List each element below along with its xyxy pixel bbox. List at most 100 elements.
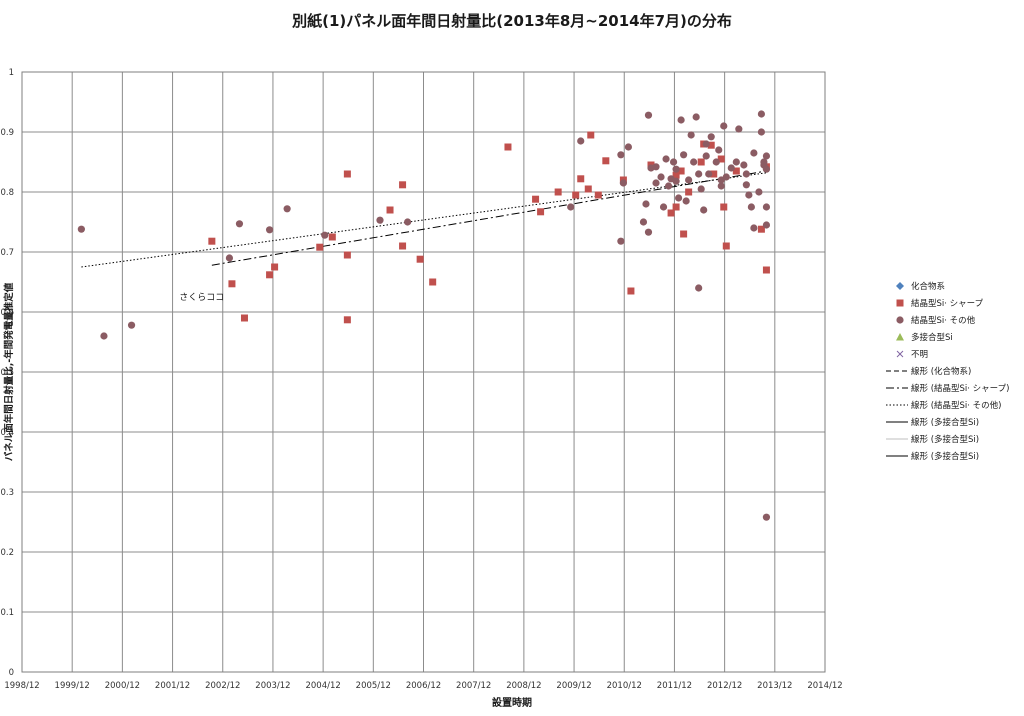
legend-label: 不明 xyxy=(911,350,929,360)
data-point xyxy=(577,137,585,145)
trendline xyxy=(211,170,767,266)
legend-label: 線形 (多接合型Si) xyxy=(911,418,980,428)
y-tick-label: 0.5 xyxy=(0,368,14,378)
data-point xyxy=(697,185,705,193)
data-point xyxy=(537,208,545,216)
data-point xyxy=(762,266,770,274)
legend-label: 多接合型Si xyxy=(911,333,953,343)
legend-symbol xyxy=(886,370,908,372)
data-point xyxy=(762,513,771,521)
data-point xyxy=(685,188,693,196)
data-point xyxy=(602,157,610,165)
data-point xyxy=(705,170,713,178)
data-point xyxy=(672,203,680,211)
data-point xyxy=(577,175,585,183)
data-point xyxy=(740,161,748,169)
legend-symbol xyxy=(886,438,908,440)
data-point xyxy=(672,177,680,185)
data-point xyxy=(664,182,673,190)
data-point xyxy=(652,163,660,171)
data-point xyxy=(715,146,723,154)
data-point xyxy=(321,231,329,239)
legend-label: 線形 (多接合型Si) xyxy=(911,435,980,445)
data-point xyxy=(762,152,771,160)
legend-symbol xyxy=(896,316,904,324)
data-point xyxy=(644,111,653,119)
x-tick-label: 1999/12 xyxy=(55,681,90,691)
data-point xyxy=(567,203,575,211)
x-tick-label: 2003/12 xyxy=(255,681,290,691)
data-point xyxy=(695,284,703,292)
data-point xyxy=(762,221,771,229)
data-point xyxy=(750,224,758,232)
annotation-label: さくらココ xyxy=(179,292,224,303)
x-tick-label: 2009/12 xyxy=(556,681,591,691)
data-point xyxy=(316,243,324,251)
legend-label: 線形 (結晶型Si· その他) xyxy=(911,401,1002,411)
x-tick-label: 2001/12 xyxy=(155,681,190,691)
data-point xyxy=(680,230,688,238)
data-point xyxy=(343,316,351,324)
data-point xyxy=(680,151,688,159)
y-tick-label: 0 xyxy=(9,668,14,678)
data-point xyxy=(669,158,678,166)
legend-label: 線形 (多接合型Si) xyxy=(911,452,980,462)
data-point xyxy=(624,143,633,151)
data-point xyxy=(712,158,720,166)
data-point xyxy=(639,218,648,226)
data-point xyxy=(755,188,763,196)
data-point xyxy=(594,191,602,199)
data-point xyxy=(727,164,735,172)
data-point xyxy=(265,226,274,234)
data-point xyxy=(399,181,407,189)
data-point xyxy=(697,158,705,166)
data-point xyxy=(707,133,715,141)
legend-symbol xyxy=(886,455,908,457)
data-point xyxy=(429,278,437,286)
data-point xyxy=(399,242,407,250)
plot-border xyxy=(21,71,826,673)
y-tick-label: 0.6 xyxy=(0,308,14,318)
data-point xyxy=(667,209,675,217)
data-point xyxy=(554,188,562,196)
data-point xyxy=(652,179,660,187)
y-tick-label: 0.3 xyxy=(0,488,14,498)
chart-title: 別紙(1)パネル面年間日射量比(2013年8月~2014年7月)の分布 xyxy=(292,12,732,30)
x-tick-label: 2014/12 xyxy=(807,681,842,691)
data-point xyxy=(77,225,85,233)
x-tick-label: 2010/12 xyxy=(607,681,642,691)
data-point xyxy=(742,170,750,178)
data-point xyxy=(742,181,750,189)
data-point xyxy=(416,255,424,263)
x-tick-label: 1998/12 xyxy=(4,681,39,691)
legend-symbol xyxy=(896,350,904,358)
legend-marker xyxy=(896,316,904,324)
data-point xyxy=(532,195,540,203)
x-tick-label: 2013/12 xyxy=(757,681,792,691)
data-point xyxy=(682,197,690,205)
data-point xyxy=(504,143,512,151)
legend-symbol xyxy=(886,387,908,389)
y-tick-label: 1 xyxy=(9,68,14,78)
x-tick-label: 2008/12 xyxy=(506,681,541,691)
data-point xyxy=(757,128,766,136)
data-point xyxy=(672,171,680,179)
legend-label: 結晶型Si· シャープ xyxy=(911,299,984,309)
y-tick-label: 0.7 xyxy=(0,248,14,258)
data-point xyxy=(235,220,244,228)
data-point xyxy=(690,158,698,166)
data-point xyxy=(225,254,234,262)
data-point xyxy=(692,113,700,121)
x-tick-label: 2012/12 xyxy=(707,681,742,691)
data-point xyxy=(747,203,755,211)
data-point xyxy=(228,280,236,288)
data-point xyxy=(722,173,730,181)
data-point xyxy=(672,165,680,173)
data-point xyxy=(757,225,765,233)
data-point xyxy=(271,263,279,271)
data-point xyxy=(722,242,730,250)
legend-marker xyxy=(896,299,904,307)
legend-label: 化合物系 xyxy=(911,282,946,292)
data-point xyxy=(659,203,668,211)
